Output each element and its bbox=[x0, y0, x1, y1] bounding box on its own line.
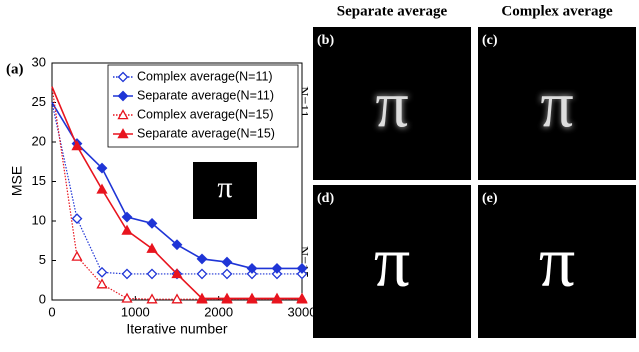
legend-label: Complex average(N=15) bbox=[137, 107, 274, 121]
x-tick-label: 1000 bbox=[121, 304, 150, 319]
panel-symbol: π bbox=[539, 222, 575, 302]
panel-label: (b) bbox=[317, 33, 334, 48]
y-tick-label: 15 bbox=[32, 173, 46, 188]
panel-label: (e) bbox=[482, 191, 498, 206]
y-tick-label: 25 bbox=[32, 94, 46, 109]
y-axis-label: MSE bbox=[9, 166, 25, 196]
column-header: Complex average bbox=[501, 3, 613, 19]
x-tick-label: 3000 bbox=[288, 304, 317, 319]
panel-label: (d) bbox=[317, 191, 334, 206]
panel-label: (a) bbox=[6, 61, 24, 77]
panel-symbol: π bbox=[374, 222, 410, 302]
x-axis-label: Iterative number bbox=[126, 321, 227, 337]
column-header: Separate average bbox=[337, 3, 448, 19]
figure: (a) MSE Iterative number Separate averag… bbox=[0, 0, 639, 352]
inset-symbol: π bbox=[217, 171, 232, 204]
panel-symbol: π bbox=[540, 69, 573, 142]
y-tick-label: 5 bbox=[39, 252, 46, 267]
y-tick-label: 0 bbox=[39, 291, 46, 306]
panel-label: (c) bbox=[482, 33, 498, 48]
legend-label: Complex average(N=11) bbox=[137, 69, 273, 83]
y-tick-label: 20 bbox=[32, 133, 46, 148]
panel-symbol: π bbox=[375, 69, 408, 142]
x-tick-label: 0 bbox=[48, 304, 55, 319]
legend-label: Separate average(N=15) bbox=[137, 126, 275, 140]
legend-label: Separate average(N=11) bbox=[137, 88, 274, 102]
y-tick-label: 10 bbox=[32, 212, 46, 227]
x-tick-label: 2000 bbox=[204, 304, 233, 319]
y-tick-label: 30 bbox=[32, 54, 46, 69]
